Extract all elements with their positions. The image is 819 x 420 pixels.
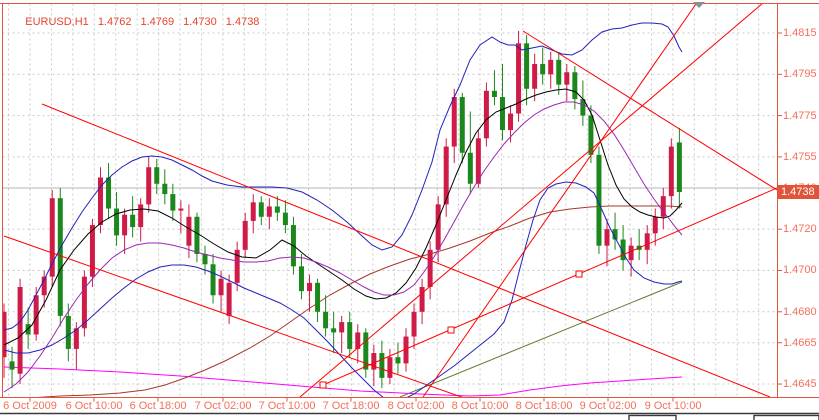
- price-axis-label: 1.4700: [783, 264, 817, 277]
- indicator-lines: [3, 205, 683, 397]
- trend-asc-selected[interactable]: [322, 187, 777, 386]
- time-axis-label: 6 Oct 18:00: [129, 400, 187, 412]
- trend-desc-peak[interactable]: [522, 30, 777, 191]
- trend-desc-main[interactable]: [41, 103, 771, 397]
- window-bottom-edge: [0, 412, 819, 420]
- trendline-anchor-marker[interactable]: [447, 326, 455, 334]
- time-axis-label: 6 Oct 2009: [3, 400, 57, 412]
- price-axis-label: 1.4755: [783, 150, 817, 163]
- price-axis-label: 1.4665: [783, 336, 817, 349]
- chart-title: EURUSD,H1 1.4762 1.4769 1.4730 1.4738: [13, 4, 268, 40]
- price-axis-label: 1.4815: [783, 27, 817, 39]
- time-gridlines: [8, 3, 760, 398]
- trendline-anchor-marker[interactable]: [575, 270, 583, 278]
- time-axis-label: 9 Oct 02:00: [579, 400, 637, 412]
- high-value: 1.4769: [140, 16, 175, 28]
- price-axis-label: 1.4775: [783, 109, 817, 122]
- chart-border: [0, 3, 819, 402]
- time-axis-label: 7 Oct 10:00: [258, 400, 316, 412]
- time-axis-label: 8 Oct 02:00: [387, 400, 445, 412]
- trendline-markers[interactable]: [319, 270, 583, 389]
- time-axis-label: 6 Oct 10:00: [65, 400, 123, 412]
- trendline-anchor-marker[interactable]: [319, 381, 327, 389]
- trend-asc-steep-2[interactable]: [299, 3, 763, 397]
- time-axis-label: 8 Oct 10:00: [451, 400, 509, 412]
- trend-desc-left[interactable]: [3, 235, 470, 400]
- time-axis-label: 7 Oct 18:00: [322, 400, 380, 412]
- time-axis-label: 9 Oct 10:00: [644, 400, 702, 412]
- low-value: 1.4730: [183, 16, 217, 28]
- trend-asc-steep-1[interactable]: [422, 4, 697, 397]
- current-price-tag: 1.4738: [778, 185, 819, 199]
- symbol-period-label: EURUSD,H1: [25, 16, 89, 28]
- price-axis-label: 1.4795: [783, 68, 817, 81]
- time-axis-label: 8 Oct 18:00: [515, 400, 573, 412]
- close-value: 1.4738: [225, 16, 260, 28]
- price-axis-label: 1.4720: [783, 223, 817, 236]
- trendlines[interactable]: [3, 3, 777, 400]
- time-axis-label: 7 Oct 02:00: [194, 400, 252, 412]
- chart-shift-triangle-icon[interactable]: [693, 2, 705, 8]
- overlay-ma-lines: [3, 22, 683, 397]
- open-value: 1.4762: [97, 16, 132, 28]
- candles: [3, 30, 682, 389]
- price-gridlines: [2, 32, 778, 385]
- price-axis-label: 1.4645: [783, 378, 817, 391]
- price-axis-label: 1.4680: [783, 305, 817, 318]
